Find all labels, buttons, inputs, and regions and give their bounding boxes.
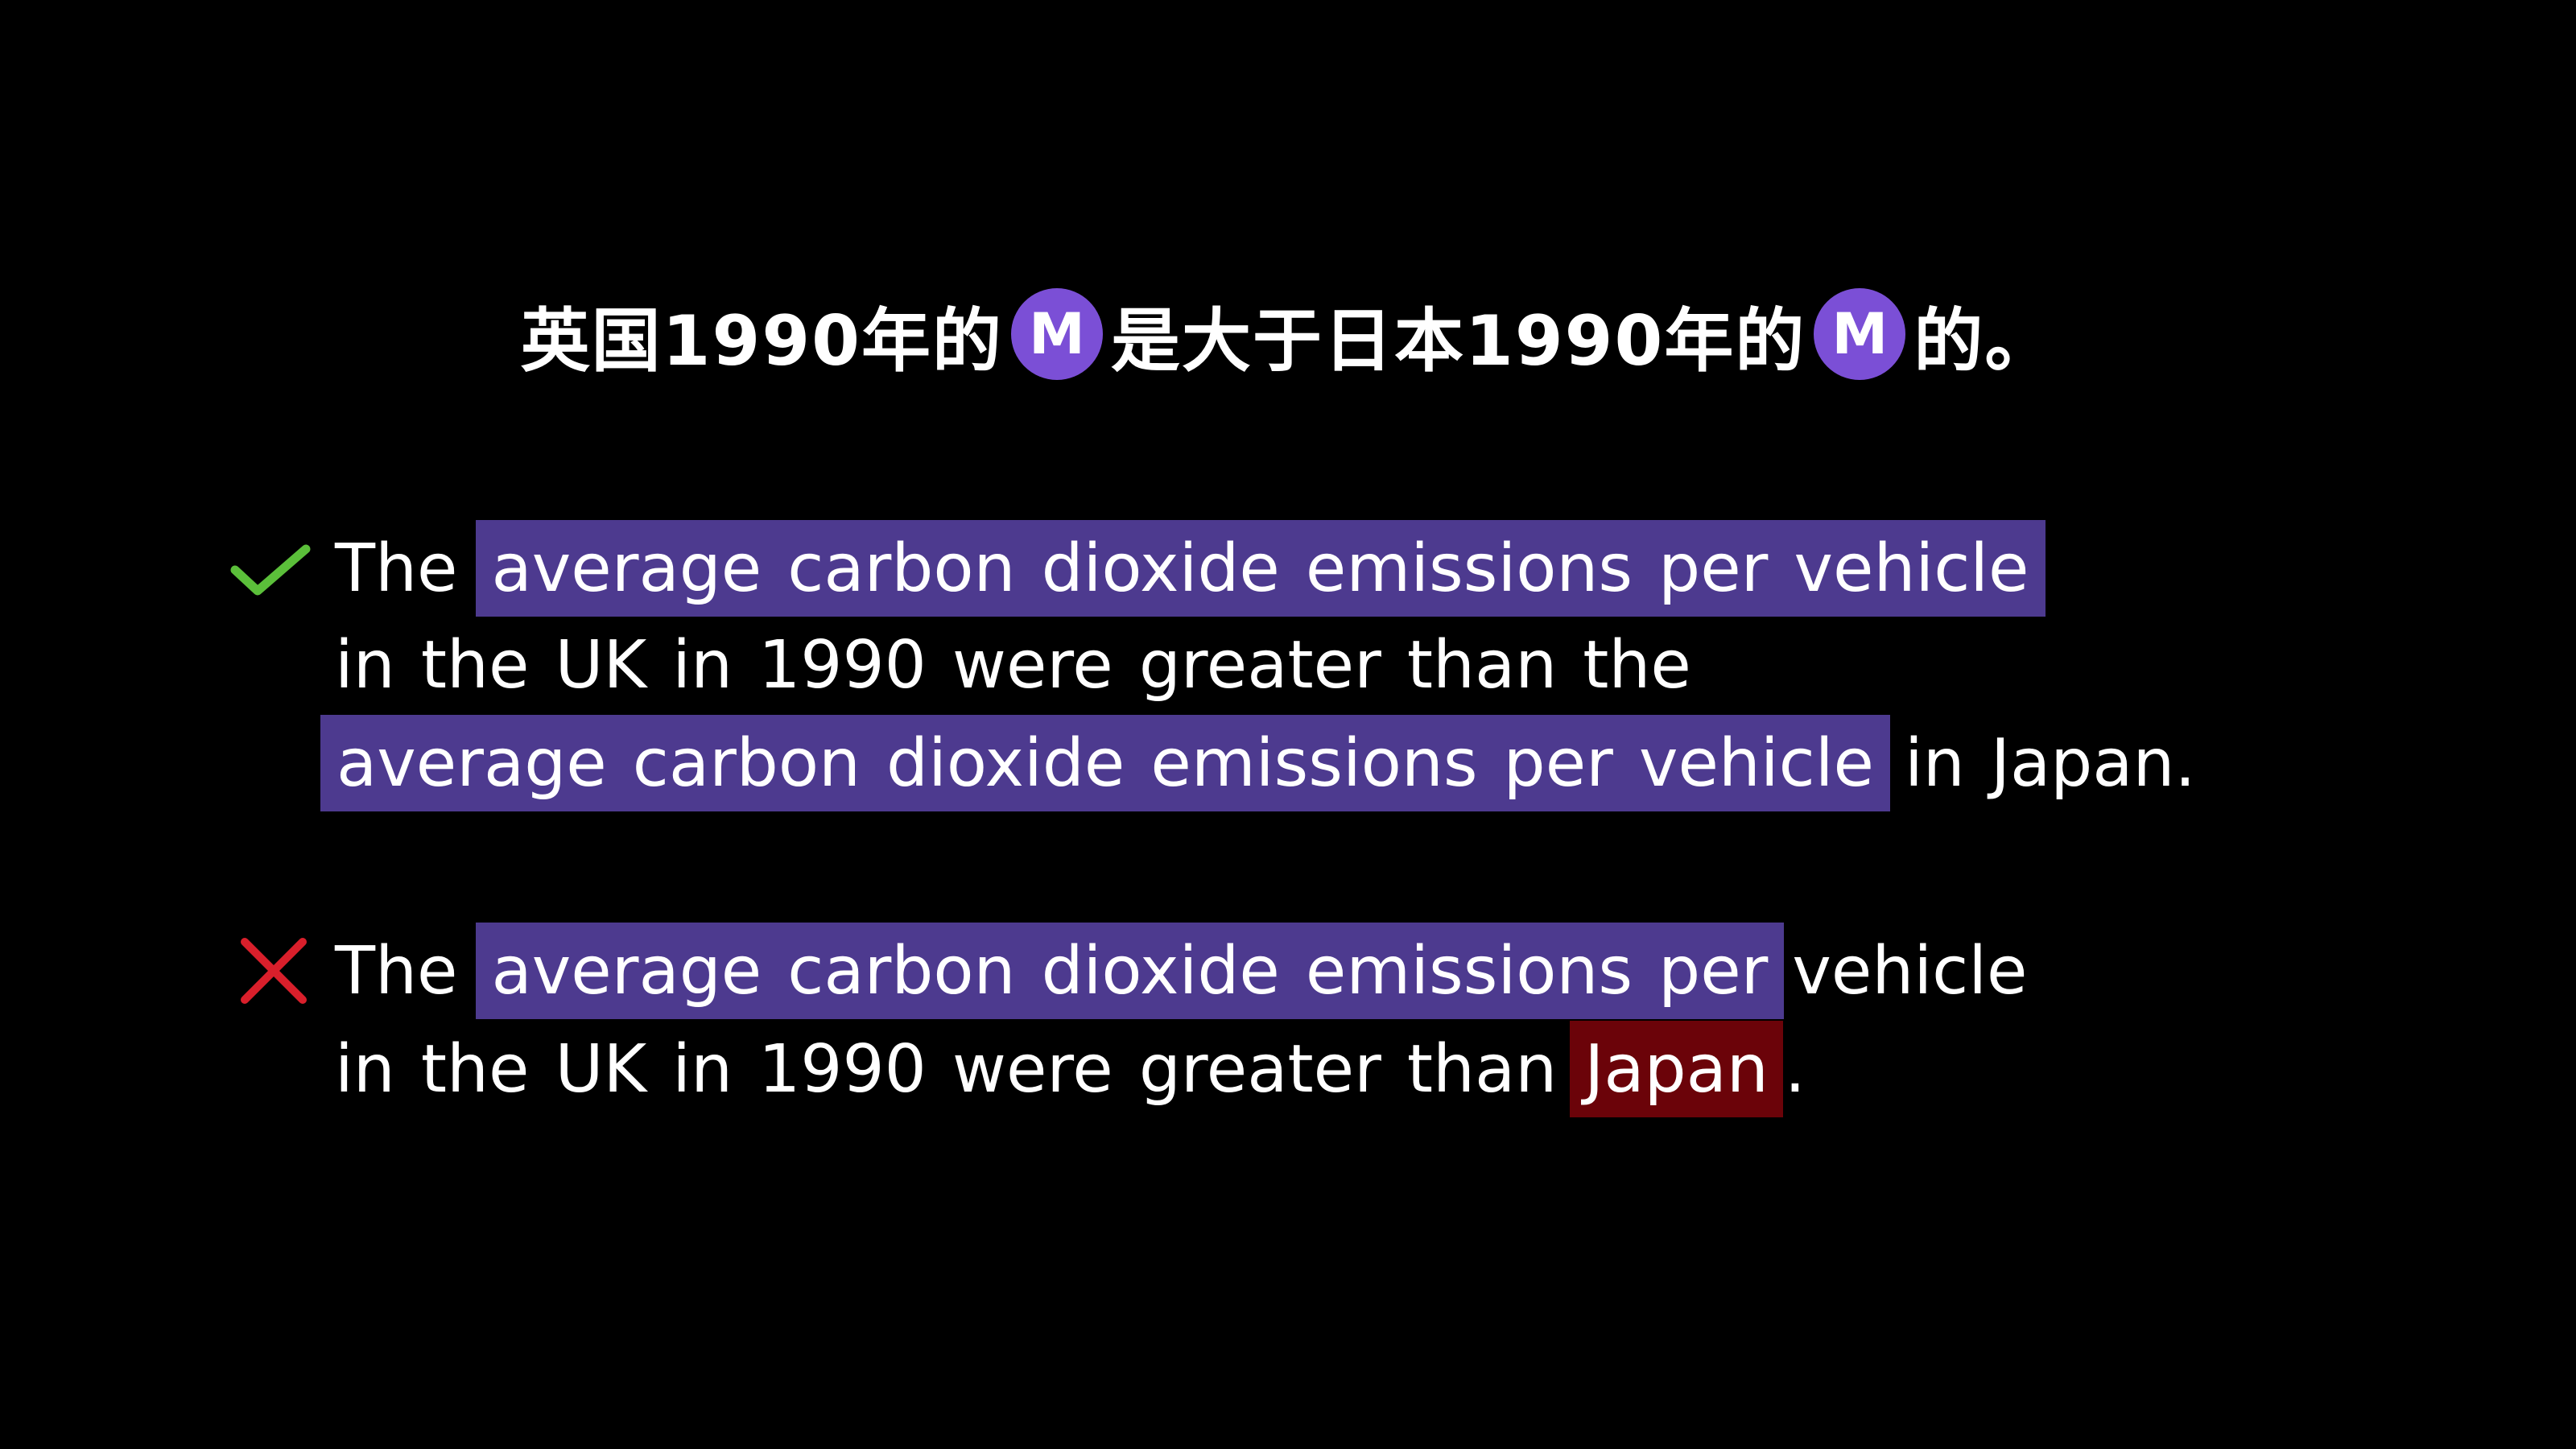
correct-line-1: The average carbon dioxide emissions per…: [335, 520, 2049, 617]
correct-line-3-suffix: in Japan.: [1905, 724, 2196, 802]
correct-highlight-1: average carbon dioxide emissions per veh…: [475, 520, 2046, 617]
title-sentence: 英国1990年的 M 是大于日本1990年的 M 的。: [0, 282, 2576, 386]
title-part-1: 英国1990年的: [520, 300, 1003, 382]
incorrect-line-1-prefix: The: [335, 932, 458, 1009]
incorrect-line-2-suffix: .: [1784, 1030, 1806, 1108]
error-highlight-japan: Japan: [1570, 1021, 1783, 1117]
correct-line-3: average carbon dioxide emissions per veh…: [317, 715, 2196, 811]
title-part-3: 的。: [1913, 300, 2056, 382]
correct-line-2-text: in the UK in 1990 were greater than the: [335, 626, 1691, 704]
incorrect-line-2: in the UK in 1990 were greater than Japa…: [335, 1021, 1806, 1117]
incorrect-line-1-suffix: vehicle: [1792, 932, 2028, 1009]
correct-highlight-2: average carbon dioxide emissions per veh…: [320, 715, 1890, 811]
title-part-2: 是大于日本1990年的: [1111, 300, 1806, 382]
m-badge-2: M: [1814, 288, 1906, 380]
cross-icon: [241, 938, 307, 1004]
incorrect-line-1: The average carbon dioxide emissions per…: [335, 923, 2027, 1019]
incorrect-highlight: average carbon dioxide emissions per: [475, 923, 1785, 1019]
check-icon: [230, 544, 311, 596]
correct-line-2: in the UK in 1990 were greater than the: [335, 617, 1691, 713]
incorrect-line-2-prefix: in the UK in 1990 were greater than: [335, 1030, 1558, 1108]
m-badge-1: M: [1011, 288, 1103, 380]
correct-line-1-prefix: The: [335, 530, 458, 607]
